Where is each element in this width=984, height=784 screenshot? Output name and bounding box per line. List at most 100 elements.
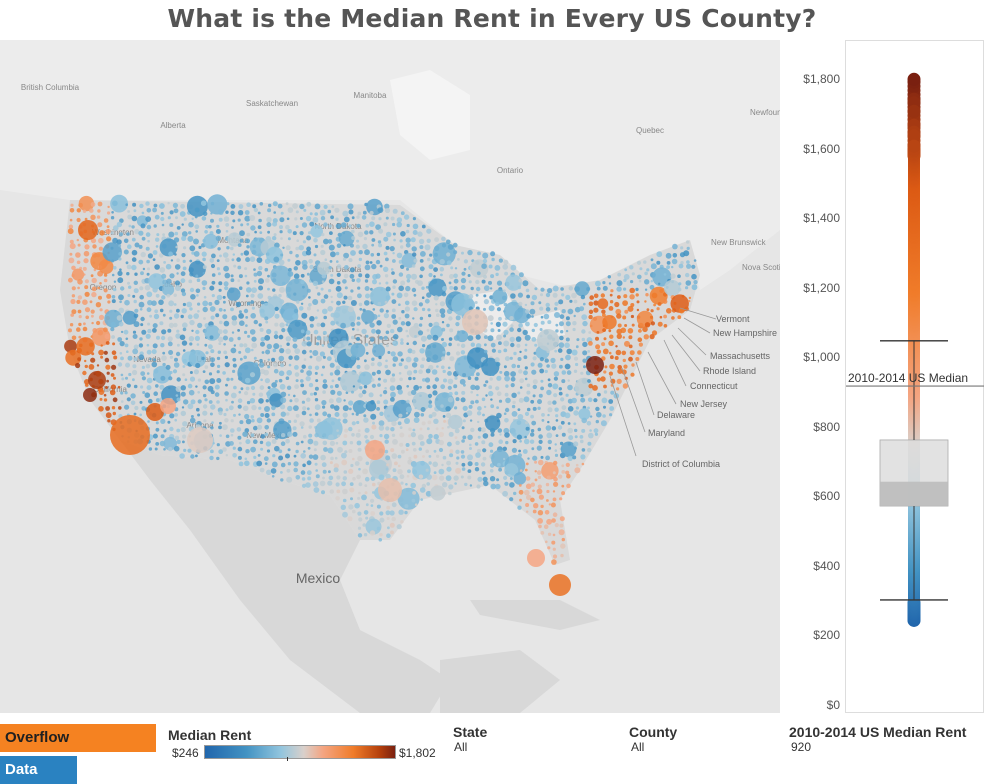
county-dot[interactable] [412, 230, 418, 235]
county-dot[interactable] [295, 246, 300, 251]
county-dot[interactable] [588, 309, 594, 314]
county-dot[interactable] [280, 462, 286, 468]
county-dot[interactable] [295, 210, 299, 214]
county-dot[interactable] [99, 397, 103, 401]
county-dot[interactable] [249, 372, 256, 378]
county-dot[interactable] [446, 239, 451, 245]
county-dot[interactable] [419, 427, 423, 431]
county-dot[interactable] [120, 373, 124, 377]
county-dot[interactable] [286, 476, 293, 483]
county-dot[interactable] [244, 215, 251, 222]
county-dot[interactable] [69, 208, 75, 213]
county-dot[interactable] [351, 216, 355, 220]
county-dot[interactable] [181, 253, 186, 258]
county-dot[interactable] [159, 267, 166, 273]
county-dot[interactable] [215, 229, 221, 234]
county-dot[interactable] [232, 453, 237, 458]
county-dot[interactable] [524, 489, 530, 496]
county-dot[interactable] [616, 280, 623, 287]
county-dot[interactable] [134, 405, 139, 411]
county-dot[interactable] [131, 225, 135, 229]
county-dot[interactable] [132, 348, 139, 355]
county-dot[interactable] [202, 211, 208, 216]
county-dot[interactable] [110, 231, 114, 235]
county-dot[interactable] [245, 386, 250, 391]
county-dot[interactable] [151, 300, 157, 307]
county-dot[interactable] [173, 362, 180, 368]
county-dot[interactable] [191, 217, 194, 220]
county-dot[interactable] [251, 336, 257, 342]
county-dot[interactable] [670, 273, 676, 279]
county-dot[interactable] [252, 204, 257, 209]
county-dot[interactable] [481, 440, 486, 445]
county-dot[interactable] [189, 417, 196, 424]
county-dot[interactable] [359, 307, 363, 311]
county-dot[interactable] [544, 369, 548, 374]
county-dot[interactable] [342, 488, 348, 495]
county-dot[interactable] [462, 308, 467, 313]
county-dot[interactable] [117, 385, 121, 389]
county-dot[interactable] [567, 406, 574, 412]
county-dot[interactable] [561, 464, 565, 468]
county-dot[interactable] [174, 418, 177, 422]
county-dot[interactable] [385, 369, 391, 376]
county-dot[interactable] [165, 364, 171, 370]
county-dot[interactable] [216, 267, 220, 271]
county-dot[interactable] [616, 378, 622, 384]
county-dot[interactable] [417, 434, 424, 441]
county-dot[interactable] [336, 264, 342, 269]
county-dot[interactable] [140, 223, 146, 229]
county-dot[interactable] [293, 292, 297, 296]
county-dot[interactable] [503, 340, 510, 347]
county-dot[interactable] [412, 223, 419, 230]
county-dot[interactable] [86, 351, 89, 354]
county-dot[interactable] [379, 511, 384, 516]
county-dot[interactable] [160, 398, 176, 414]
county-dot[interactable] [305, 330, 311, 335]
county-dot[interactable] [534, 287, 538, 291]
county-dot[interactable] [631, 363, 635, 367]
county-dot[interactable] [564, 412, 571, 419]
county-dot[interactable] [328, 266, 332, 270]
county-dot[interactable] [173, 313, 180, 319]
county-dot[interactable] [587, 447, 592, 453]
county-dot[interactable] [483, 285, 490, 291]
county-dot[interactable] [630, 280, 634, 284]
county-dot[interactable] [155, 398, 160, 403]
county-dot[interactable] [111, 350, 117, 356]
county-dot[interactable] [565, 393, 569, 397]
county-dot[interactable] [554, 453, 559, 457]
county-dot[interactable] [349, 441, 354, 445]
county-dot[interactable] [536, 470, 542, 475]
county-dot[interactable] [547, 413, 550, 417]
county-dot[interactable] [510, 285, 514, 290]
county-dot[interactable] [537, 406, 541, 410]
county-dot[interactable] [182, 259, 186, 263]
county-dot[interactable] [358, 393, 364, 398]
county-dot[interactable] [138, 301, 145, 308]
county-dot[interactable] [406, 223, 410, 228]
county-dot[interactable] [139, 308, 143, 311]
county-dot[interactable] [310, 392, 314, 396]
county-dot[interactable] [111, 364, 117, 370]
county-dot[interactable] [161, 273, 167, 279]
county-dot[interactable] [560, 543, 566, 549]
county-dot[interactable] [217, 247, 221, 251]
county-dot[interactable] [411, 349, 416, 354]
county-dot[interactable] [666, 308, 672, 314]
county-dot[interactable] [280, 397, 287, 404]
county-dot[interactable] [453, 250, 458, 255]
county-dot[interactable] [413, 307, 418, 312]
county-dot[interactable] [267, 386, 271, 390]
county-dot[interactable] [663, 324, 668, 328]
county-dot[interactable] [474, 301, 478, 304]
county-dot[interactable] [341, 481, 346, 487]
county-dot[interactable] [474, 385, 480, 391]
county-dot[interactable] [113, 225, 119, 231]
county-dot[interactable] [303, 208, 307, 212]
county-dot[interactable] [274, 330, 278, 335]
county-dot[interactable] [133, 209, 137, 213]
county-dot[interactable] [446, 260, 452, 266]
county-dot[interactable] [384, 300, 388, 304]
county-dot[interactable] [84, 364, 89, 369]
